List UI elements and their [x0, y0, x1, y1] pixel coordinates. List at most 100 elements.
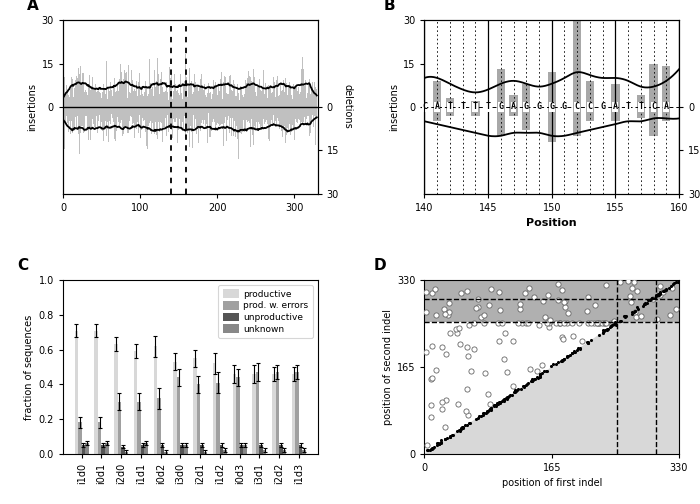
Bar [278, 96, 279, 107]
Point [462, 343, 473, 351]
Point [436, 343, 447, 351]
Bar [265, 83, 266, 107]
Bar [197, 107, 198, 120]
Bar [161, 107, 162, 122]
Bar [203, 107, 204, 124]
Point [492, 399, 503, 407]
Bar [116, 91, 117, 107]
Point [631, 313, 642, 322]
Legend: productive, prod. w. errors, unproductive, unknown: productive, prod. w. errors, unproductiv… [218, 285, 313, 338]
Bar [96, 107, 97, 116]
Bar [92, 90, 94, 107]
Bar [99, 107, 100, 142]
Point [620, 312, 631, 320]
Bar [99, 90, 100, 107]
Bar [213, 363, 216, 454]
Bar [238, 90, 239, 107]
Bar [201, 107, 202, 130]
Bar [153, 95, 155, 107]
Point [512, 386, 524, 394]
Text: C: C [422, 102, 427, 111]
Bar [167, 79, 168, 107]
Bar [278, 107, 279, 121]
Point [491, 402, 502, 410]
Bar [70, 89, 71, 107]
Text: A: A [435, 102, 440, 111]
Bar [260, 445, 263, 454]
Bar [202, 107, 203, 120]
Bar [308, 107, 309, 116]
Bar [223, 82, 224, 107]
Bar [223, 450, 227, 454]
Bar [100, 107, 102, 128]
Bar [181, 93, 182, 107]
Point [461, 407, 472, 415]
Bar [244, 94, 245, 107]
Bar [124, 83, 125, 107]
Point [494, 306, 505, 314]
Point [458, 423, 469, 431]
Point [652, 290, 664, 298]
Point [531, 366, 542, 374]
Point [594, 319, 605, 327]
Bar [114, 79, 115, 107]
Point [423, 446, 434, 454]
Bar [169, 107, 170, 128]
Bar [306, 87, 307, 107]
Bar [522, 107, 531, 130]
Point [444, 432, 456, 440]
Bar [248, 107, 249, 132]
Point [552, 296, 564, 304]
Bar [611, 107, 620, 121]
Point [521, 319, 532, 327]
Text: C: C [651, 102, 656, 111]
Bar [230, 75, 231, 107]
Bar [611, 84, 620, 107]
Y-axis label: insertions: insertions [27, 83, 37, 131]
Bar [72, 107, 73, 133]
Point [569, 348, 580, 356]
Point [479, 409, 490, 417]
Point [622, 277, 634, 285]
Point [629, 308, 640, 316]
Bar [144, 107, 145, 120]
Bar [276, 372, 279, 454]
Bar [238, 107, 239, 122]
Point [559, 298, 570, 306]
Point [480, 409, 491, 417]
Bar [272, 92, 273, 107]
Bar [268, 107, 269, 139]
Bar [301, 107, 302, 122]
Bar [288, 91, 289, 107]
Point [475, 412, 486, 420]
Bar [245, 107, 246, 123]
Bar [105, 94, 106, 107]
Bar [311, 87, 312, 107]
Bar [145, 81, 146, 107]
Point [464, 419, 475, 427]
Point [451, 329, 462, 337]
Bar [199, 88, 200, 107]
Bar [207, 93, 208, 107]
Bar [316, 89, 317, 107]
Bar [160, 107, 161, 136]
Point [534, 371, 545, 380]
Bar [87, 107, 88, 140]
Bar [276, 80, 277, 107]
Bar [304, 80, 306, 107]
Point [605, 323, 616, 331]
Y-axis label: insertions: insertions [389, 83, 399, 131]
Bar [169, 68, 170, 107]
Bar [497, 107, 505, 136]
Point [635, 312, 646, 321]
Bar [227, 107, 228, 120]
Bar [258, 107, 259, 137]
Bar [114, 107, 115, 139]
Bar [258, 98, 259, 107]
Point [610, 321, 622, 329]
Point [444, 433, 456, 442]
Point [651, 314, 662, 323]
Point [573, 344, 584, 352]
Bar [134, 107, 135, 139]
Bar [295, 372, 299, 454]
